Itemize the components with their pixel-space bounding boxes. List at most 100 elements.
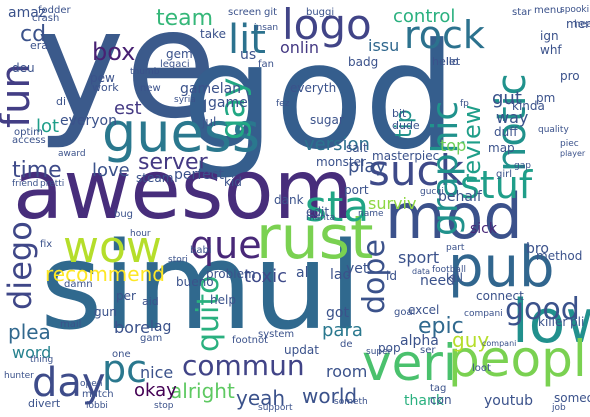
word: fp [460,99,469,109]
word: friend [12,179,39,189]
word: killer [538,315,568,329]
word: match [82,389,114,400]
word: everyon [60,113,117,129]
word: con [430,393,452,407]
word: rust [256,203,374,273]
word: world [302,384,358,408]
word: word [12,343,52,362]
word: stuf [460,163,533,207]
word: pop [378,341,401,355]
word: recommend [45,262,165,286]
word: manta [306,213,336,223]
word: map [488,141,515,155]
word: fodder [38,5,71,16]
word: football [432,265,466,275]
word: legaci [160,59,190,70]
word: let [446,55,461,68]
word: new [140,83,161,94]
word: problem [206,267,256,281]
word: dude [392,119,420,132]
word: salt [346,141,368,155]
word: port [344,183,369,197]
word: part [446,243,465,253]
word: pli [570,315,585,329]
word: guy [452,328,490,352]
word: gun [94,305,117,319]
word: award [58,149,86,159]
word: di [56,95,67,108]
word: mod [385,180,523,253]
word: awesom [13,143,354,238]
word: duff [494,125,518,139]
word: sick [470,221,497,237]
word: lag [150,319,172,335]
word: compani [482,339,517,348]
word: insan [254,23,279,33]
word: commun [182,349,305,382]
word: bro [526,241,549,257]
word: someon [554,391,590,405]
word: top [440,136,467,155]
word: gem [166,47,193,61]
word: screen [228,7,262,18]
word: toxic [244,266,288,287]
word: babi [190,245,212,256]
word: god [182,12,457,182]
word: badg [348,55,379,69]
word: pew [90,71,115,85]
word: fan [258,59,274,70]
word: connect [476,289,524,303]
word: damn [64,279,93,290]
word: star [512,7,532,18]
word: simul [40,218,363,357]
word: deu [12,61,35,75]
word: ye [36,0,218,152]
word: sugar [310,113,344,127]
word: bueno [176,275,214,289]
word: take [200,27,226,41]
word: alpha [400,333,439,349]
word: open [80,379,103,389]
word: sport [398,248,440,267]
word: someth [334,397,368,407]
word: guess [102,101,260,164]
word: help [210,293,236,307]
word: nice [140,363,174,382]
word: heart [574,19,590,30]
word: al [296,265,309,281]
word: updat [284,343,319,357]
word: version [304,134,370,155]
word: mail [60,319,82,330]
word: compani [464,309,503,319]
word: pm [536,91,556,105]
word: logo [282,0,372,49]
word: server [138,150,208,175]
word: yet [346,261,369,277]
word: veri [362,334,457,392]
word: que [190,223,262,267]
word: diego [1,221,39,310]
word: issu [368,36,400,55]
word: sta [305,182,370,231]
word: good [505,292,580,327]
word: piec [560,139,579,149]
word: peopl [448,330,587,388]
word: super [366,347,392,357]
word: everyth [290,81,337,95]
word: epic [418,314,464,339]
word: girl [496,169,513,180]
word: us [240,47,257,63]
word: stori [168,255,188,265]
word: okay [134,380,177,401]
word: work [92,81,119,94]
word: onlin [280,38,319,57]
word: spooki [560,5,590,15]
word: optim [14,127,43,138]
word: alright [170,379,235,403]
word: rock [404,13,485,57]
word: bore [114,318,151,337]
word: perfect [174,167,224,183]
word: dank [274,193,304,207]
word: one [112,349,131,360]
word: support [258,403,293,413]
